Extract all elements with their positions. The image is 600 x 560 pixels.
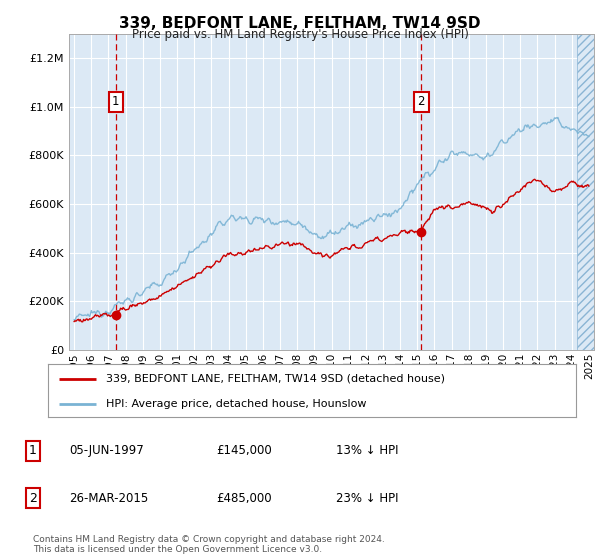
Text: 1: 1 xyxy=(112,95,119,108)
Text: 339, BEDFONT LANE, FELTHAM, TW14 9SD: 339, BEDFONT LANE, FELTHAM, TW14 9SD xyxy=(119,16,481,31)
Text: £485,000: £485,000 xyxy=(216,492,272,505)
Text: Contains HM Land Registry data © Crown copyright and database right 2024.
This d: Contains HM Land Registry data © Crown c… xyxy=(33,535,385,554)
Text: £145,000: £145,000 xyxy=(216,444,272,458)
Text: 26-MAR-2015: 26-MAR-2015 xyxy=(69,492,148,505)
Bar xyxy=(577,34,600,350)
Text: 13% ↓ HPI: 13% ↓ HPI xyxy=(336,444,398,458)
Text: 2: 2 xyxy=(418,95,425,108)
Text: 1: 1 xyxy=(29,444,37,458)
Text: 05-JUN-1997: 05-JUN-1997 xyxy=(69,444,144,458)
Text: 2: 2 xyxy=(29,492,37,505)
Text: HPI: Average price, detached house, Hounslow: HPI: Average price, detached house, Houn… xyxy=(106,399,367,409)
Text: Price paid vs. HM Land Registry's House Price Index (HPI): Price paid vs. HM Land Registry's House … xyxy=(131,28,469,41)
Text: 23% ↓ HPI: 23% ↓ HPI xyxy=(336,492,398,505)
Text: 339, BEDFONT LANE, FELTHAM, TW14 9SD (detached house): 339, BEDFONT LANE, FELTHAM, TW14 9SD (de… xyxy=(106,374,445,384)
